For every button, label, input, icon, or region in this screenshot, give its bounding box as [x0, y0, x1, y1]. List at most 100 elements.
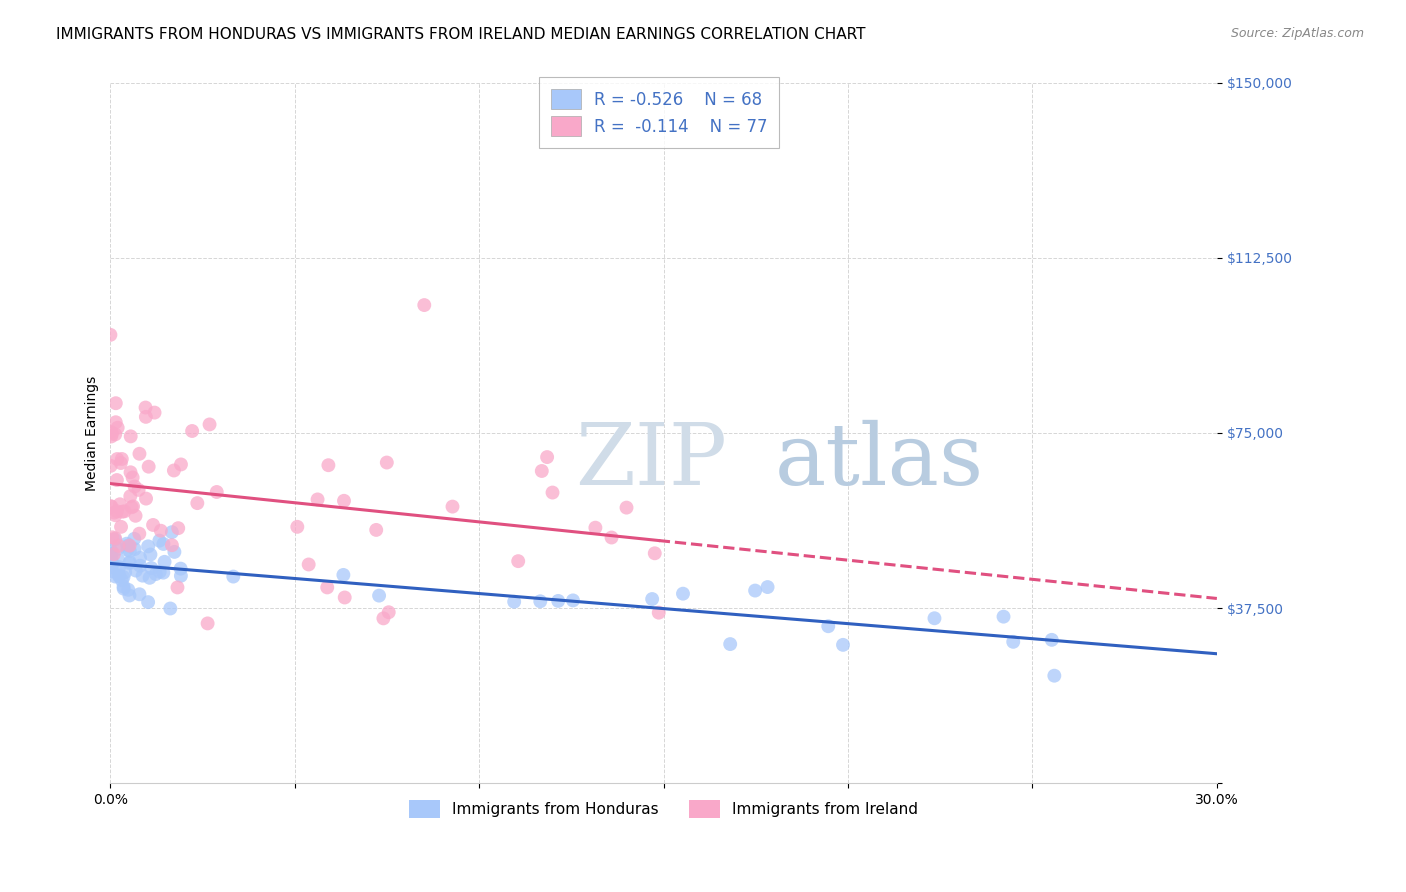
Point	[135, 401, 157, 415]
Point	[718, 637, 741, 651]
Point	[197, 616, 219, 631]
Point	[128, 526, 150, 541]
Point	[118, 555, 141, 569]
Point	[167, 521, 190, 535]
Point	[128, 587, 150, 601]
Point	[644, 546, 666, 560]
Point	[104, 533, 127, 547]
Point	[104, 508, 127, 523]
Point	[1043, 669, 1066, 683]
Point	[186, 496, 208, 510]
Point	[118, 544, 141, 558]
Point	[128, 483, 150, 497]
Point	[104, 532, 127, 546]
Point	[100, 547, 122, 561]
Point	[142, 518, 165, 533]
Point	[115, 537, 138, 551]
Point	[103, 547, 125, 561]
Point	[136, 595, 159, 609]
Text: ZIP: ZIP	[575, 419, 727, 502]
Point	[124, 542, 146, 557]
Point	[333, 493, 356, 508]
Point	[107, 539, 129, 553]
Point	[198, 417, 221, 432]
Y-axis label: Median Earnings: Median Earnings	[86, 376, 100, 491]
Point	[114, 565, 136, 579]
Point	[110, 520, 132, 534]
Point	[508, 554, 530, 568]
Point	[100, 500, 122, 514]
Point	[112, 582, 135, 596]
Point	[160, 538, 183, 552]
Point	[222, 569, 245, 583]
Point	[100, 500, 122, 514]
Point	[160, 525, 183, 540]
Point	[530, 464, 553, 478]
Point	[366, 523, 388, 537]
Point	[105, 504, 128, 518]
Point	[125, 564, 148, 578]
Point	[100, 550, 122, 565]
Point	[117, 543, 139, 558]
Point	[100, 327, 122, 342]
Point	[129, 550, 152, 565]
Point	[124, 508, 146, 523]
Point	[1040, 632, 1063, 647]
Point	[648, 606, 671, 620]
Point	[616, 500, 638, 515]
Point	[101, 530, 124, 544]
Point	[110, 456, 132, 470]
Point	[100, 458, 122, 473]
Point	[128, 447, 150, 461]
Point	[159, 601, 181, 615]
Point	[104, 396, 127, 410]
Point	[135, 491, 157, 506]
Point	[136, 539, 159, 553]
Point	[111, 505, 134, 519]
Point	[100, 429, 122, 443]
Point	[108, 497, 131, 511]
Point	[120, 429, 142, 443]
Point	[100, 560, 122, 574]
Point	[108, 568, 131, 582]
Text: Source: ZipAtlas.com: Source: ZipAtlas.com	[1230, 27, 1364, 40]
Point	[117, 538, 139, 552]
Point	[1002, 635, 1025, 649]
Point	[536, 450, 558, 464]
Point	[112, 580, 135, 594]
Point	[170, 568, 193, 582]
Legend: Immigrants from Honduras, Immigrants from Ireland: Immigrants from Honduras, Immigrants fro…	[404, 794, 924, 824]
Point	[318, 458, 340, 473]
Point	[112, 570, 135, 584]
Point	[332, 568, 354, 582]
Point	[131, 568, 153, 582]
Point	[413, 298, 436, 312]
Point	[122, 500, 145, 514]
Point	[101, 557, 124, 571]
Point	[152, 566, 174, 580]
Point	[368, 589, 391, 603]
Point	[114, 504, 136, 518]
Point	[107, 420, 129, 434]
Point	[756, 580, 779, 594]
Point	[298, 558, 321, 572]
Point	[600, 531, 623, 545]
Point	[118, 556, 141, 570]
Point	[138, 571, 160, 585]
Point	[120, 465, 142, 479]
Point	[104, 427, 127, 442]
Point	[111, 573, 134, 587]
Point	[316, 581, 339, 595]
Point	[105, 473, 128, 487]
Point	[139, 548, 162, 562]
Point	[129, 558, 152, 573]
Point	[373, 611, 395, 625]
Point	[163, 463, 186, 477]
Point	[163, 545, 186, 559]
Point	[181, 424, 204, 438]
Point	[121, 470, 143, 484]
Point	[143, 406, 166, 420]
Point	[105, 452, 128, 467]
Point	[285, 520, 308, 534]
Point	[111, 452, 134, 467]
